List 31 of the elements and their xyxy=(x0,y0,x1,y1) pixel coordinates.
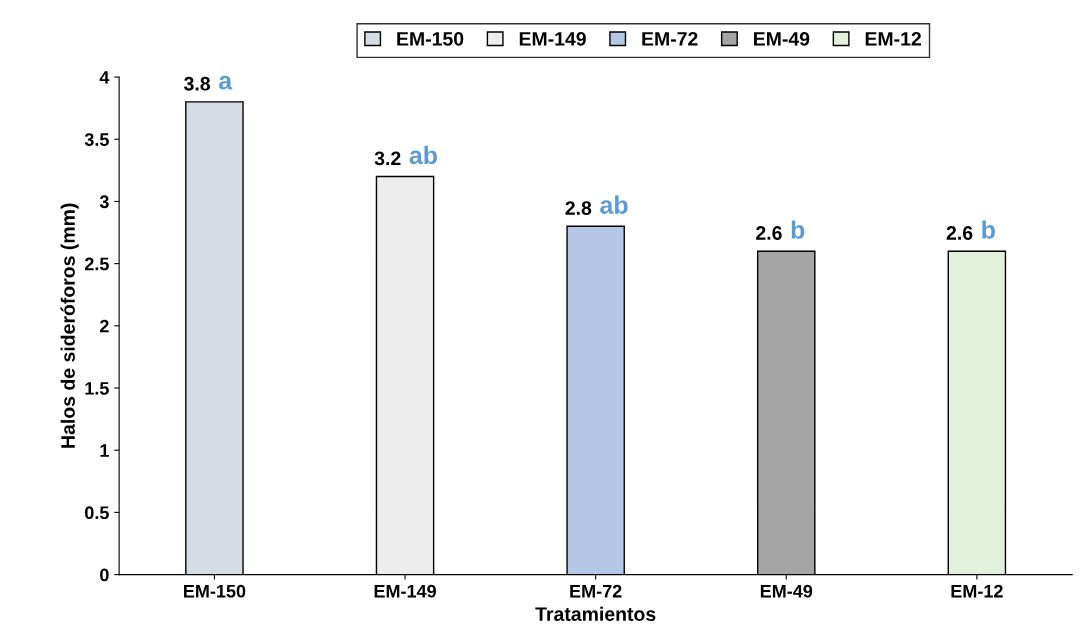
y-tick-label: 2 xyxy=(99,319,109,333)
y-tick-label: 3 xyxy=(99,195,109,209)
y-tick-label: 0.5 xyxy=(85,506,109,520)
x-tick-label: EM-149 xyxy=(374,584,436,598)
data-label: 2.8 xyxy=(565,201,592,215)
annotation: b xyxy=(791,220,805,239)
data-label: 3.8 xyxy=(184,76,211,91)
data-label: 3.2 xyxy=(374,151,401,166)
legend-label: EM-149 xyxy=(519,31,586,46)
x-tick-label: EM-12 xyxy=(951,584,1003,598)
legend-label: EM-72 xyxy=(642,31,698,46)
legend-label: EM-150 xyxy=(397,31,464,46)
x-tick-label: EM-49 xyxy=(760,584,813,598)
x-tick-label: EM-150 xyxy=(184,584,246,598)
y-tick-label: 3.5 xyxy=(84,133,109,146)
legend-label: EM-12 xyxy=(865,31,921,46)
y-tick-label: 1.5 xyxy=(85,382,109,395)
y-tick-label: 2.5 xyxy=(84,257,109,271)
data-label: 2.6 xyxy=(946,226,973,240)
y-axis-title: Halos de sideróforos (mm) xyxy=(60,203,79,448)
x-axis-title: Tratamientos xyxy=(535,606,656,621)
y-tick-label: 1 xyxy=(100,444,109,457)
x-tick-label: EM-72 xyxy=(570,584,622,598)
annotation: b xyxy=(982,220,995,239)
annotation: a xyxy=(218,75,233,90)
annotation: ab xyxy=(600,195,628,214)
annotation: ab xyxy=(409,145,437,165)
data-label: 2.6 xyxy=(756,226,782,240)
legend-label: EM-49 xyxy=(754,31,810,46)
y-tick-label: 0 xyxy=(100,568,109,582)
y-tick-label: 4 xyxy=(99,71,110,84)
